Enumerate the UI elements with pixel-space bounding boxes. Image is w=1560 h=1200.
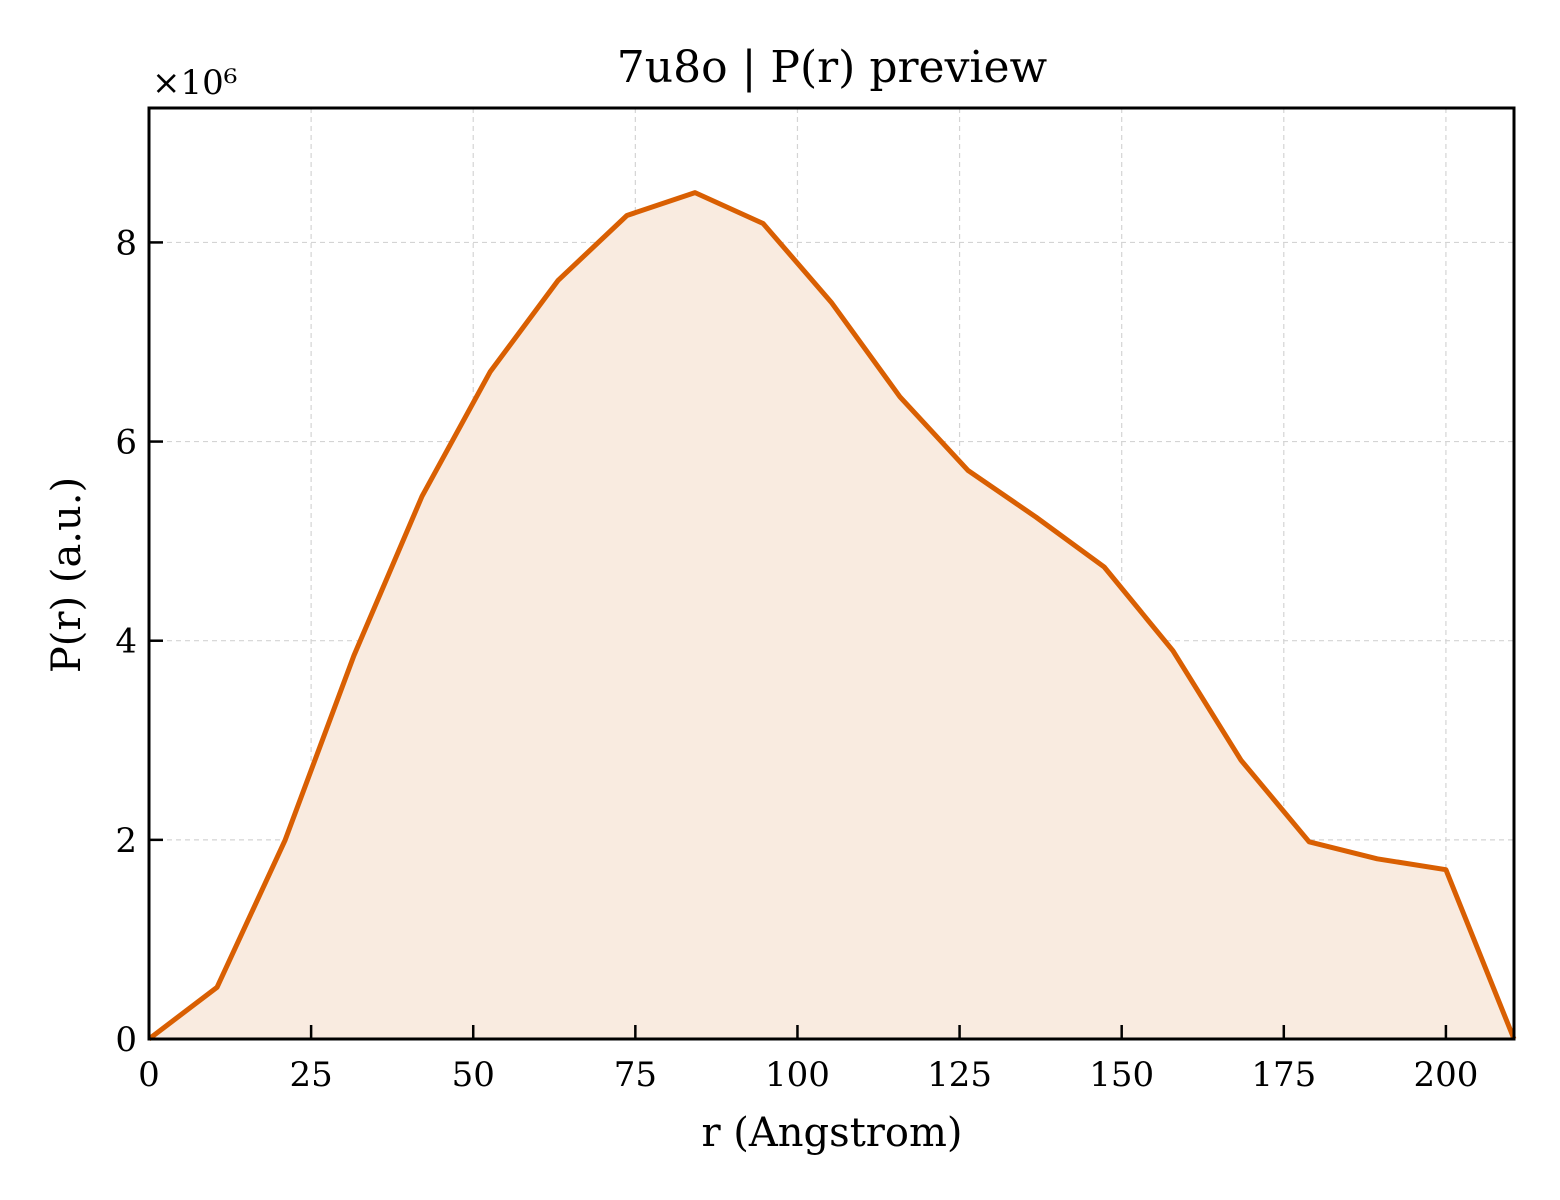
x-tick-label-6: 150: [1089, 1055, 1154, 1095]
y-tick-labels: 0 2 4 6 8: [115, 223, 137, 1060]
plot-frame: [147, 106, 1516, 1041]
x-tick-label-1: 25: [289, 1055, 332, 1095]
y-tick-label-2: 4: [115, 622, 137, 662]
x-tick-label-8: 200: [1413, 1055, 1478, 1095]
y-tick-label-1: 2: [115, 821, 137, 861]
x-tick-label-0: 0: [138, 1055, 160, 1095]
y-tick-label-3: 6: [115, 423, 137, 463]
x-tick-label-3: 75: [614, 1055, 657, 1095]
x-tick-label-2: 50: [452, 1055, 495, 1095]
y-tick-label-4: 8: [115, 223, 137, 263]
x-tick-labels: 0 25 50 75 100 125 150 175 200: [138, 1055, 1478, 1095]
area-fill: [149, 192, 1514, 1040]
y-multiplier-label: ×10⁶: [152, 63, 237, 103]
x-tick-label-5: 125: [927, 1055, 992, 1095]
x-tick-label-7: 175: [1251, 1055, 1316, 1095]
x-axis-label: r (Angstrom): [701, 1110, 962, 1156]
series-line: [147, 190, 1517, 1041]
chart-title: 7u8o | P(r) preview: [617, 42, 1048, 93]
x-tick-label-4: 100: [765, 1055, 830, 1095]
y-tick-label-0: 0: [115, 1020, 137, 1060]
y-axis-label: P(r) (a.u.): [44, 477, 90, 673]
